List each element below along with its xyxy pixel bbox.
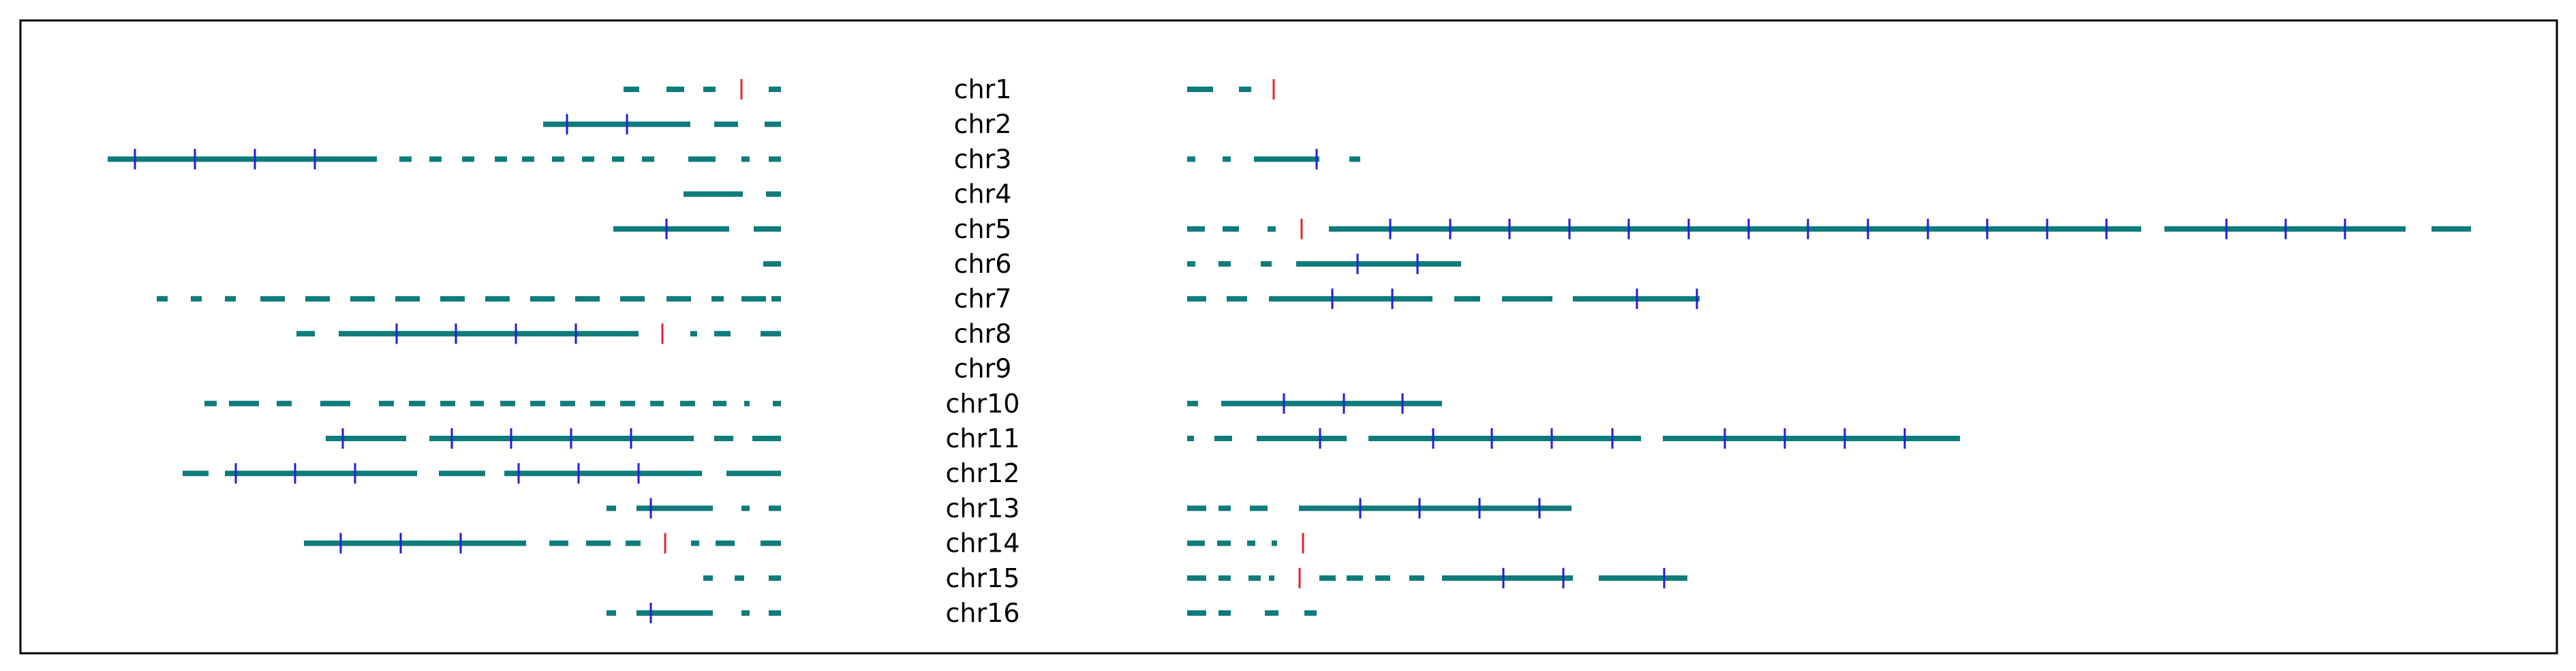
- chromosome-label: chr7: [954, 284, 1012, 314]
- chromosome-label: chr2: [954, 109, 1012, 139]
- chromosome-row-chr4: chr4: [684, 179, 1011, 209]
- chromosome-row-chr12: chr12: [183, 458, 1019, 488]
- chromosome-label: chr3: [954, 144, 1012, 174]
- chromosome-row-chr6: chr6: [763, 249, 1461, 279]
- chromosome-label: chr10: [946, 389, 1020, 419]
- chromosome-row-chr2: chr2: [543, 109, 1011, 139]
- chromosome-row-chr11: chr11: [326, 423, 1960, 453]
- chromosome-row-chr3: chr3: [108, 144, 1360, 174]
- chromosome-label: chr1: [954, 74, 1012, 104]
- chromosome-row-chr9: chr9: [954, 354, 1012, 384]
- chromosome-row-chr7: chr7: [157, 284, 1700, 314]
- chromosome-row-chr16: chr16: [607, 598, 1317, 628]
- chromosome-row-chr15: chr15: [703, 563, 1687, 593]
- chromosome-label: chr13: [946, 493, 1020, 523]
- chromosome-row-chr1: chr1: [624, 74, 1275, 104]
- chromosome-label: chr16: [946, 598, 1020, 628]
- chromosome-label: chr9: [954, 354, 1012, 384]
- chromosome-rows: chr1 chr2 chr3 chr4 chr5 chr6 chr7 chr8 chr9 chr1…: [108, 74, 2471, 628]
- chromosome-label: chr11: [946, 423, 1020, 453]
- chromosome-row-chr14: chr14: [304, 528, 1304, 558]
- chromosome-label: chr14: [946, 528, 1020, 558]
- chromosome-label: chr6: [954, 249, 1012, 279]
- chromosome-label: chr5: [954, 214, 1012, 244]
- chromosome-label: chr12: [946, 458, 1020, 488]
- plot-border: [19, 19, 2558, 655]
- chromosome-label: chr15: [946, 563, 1020, 593]
- chromosome-row-chr13: chr13: [607, 493, 1571, 523]
- chromosome-label: chr4: [954, 179, 1012, 209]
- chromosome-label: chr8: [954, 318, 1012, 348]
- chromosome-row-chr5: chr5: [613, 214, 2471, 244]
- chromosome-row-chr8: chr8: [296, 318, 1011, 348]
- chromosome-row-chr10: chr10: [204, 389, 1442, 419]
